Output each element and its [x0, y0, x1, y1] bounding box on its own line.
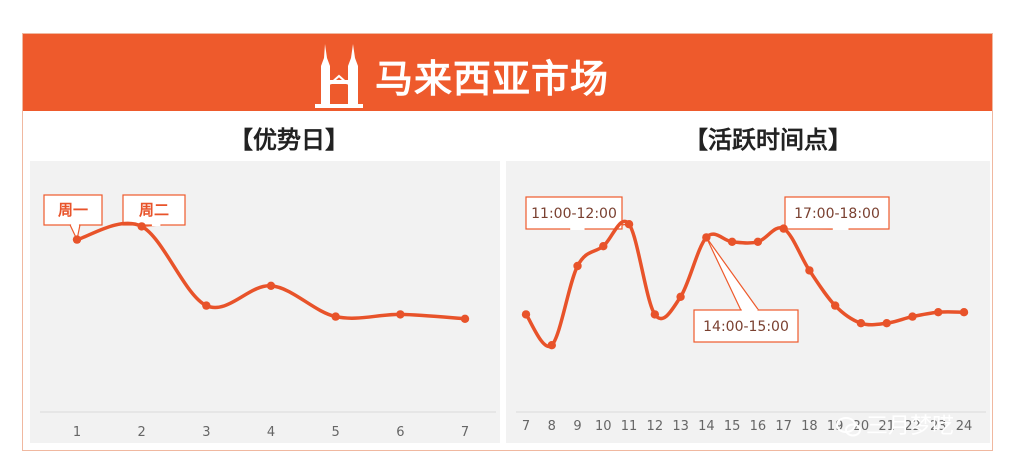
- data-point: [753, 237, 763, 246]
- x-tick-label: 9: [573, 419, 581, 434]
- x-tick-label: 7: [461, 425, 469, 440]
- data-point: [599, 242, 608, 251]
- data-point: [727, 237, 737, 246]
- data-point: [521, 310, 531, 319]
- banner-title: 马来西亚市场: [375, 57, 610, 101]
- callout-box: [525, 196, 623, 230]
- callout-box: [122, 194, 186, 226]
- callout-label: 17:00-18:00: [794, 206, 880, 222]
- data-point: [331, 312, 340, 321]
- x-tick-label: 7: [522, 419, 530, 434]
- x-tick-label: 18: [801, 419, 818, 434]
- x-tick-label: 21: [878, 419, 895, 434]
- x-tick-label: 20: [853, 419, 870, 434]
- data-point: [573, 261, 582, 271]
- callout-label: 周一: [58, 201, 88, 219]
- callout-box: [43, 194, 103, 226]
- data-point: [266, 281, 276, 290]
- data-point: [830, 301, 840, 310]
- data-point: [779, 224, 788, 233]
- x-tick-label: 1: [73, 425, 81, 440]
- x-tick-label: 11: [621, 419, 638, 434]
- x-tick-label: 4: [267, 425, 275, 440]
- watermark-text: 三月梦呓: [866, 414, 955, 439]
- x-tick-label: 6: [396, 425, 404, 440]
- data-point: [805, 266, 814, 275]
- x-tick-label: 2: [138, 425, 146, 440]
- data-point: [460, 314, 470, 323]
- data-point: [676, 292, 685, 301]
- data-point: [202, 301, 211, 310]
- x-tick-label: 23: [930, 419, 947, 434]
- watermark: 三月梦呓: [836, 408, 954, 440]
- x-tick-label: 5: [332, 425, 340, 440]
- x-tick-label: 12: [647, 419, 664, 434]
- data-point: [702, 233, 711, 242]
- data-point: [547, 341, 556, 350]
- x-tick-label: 8: [548, 419, 556, 434]
- callout-label: 14:00-15:00: [703, 319, 789, 335]
- x-tick-label: 10: [595, 419, 612, 434]
- data-point: [882, 319, 891, 328]
- data-point: [959, 308, 969, 317]
- callout-box: [784, 196, 890, 230]
- data-point: [137, 222, 146, 231]
- x-tick-label: 16: [750, 419, 767, 434]
- x-tick-label: 22: [904, 419, 921, 434]
- x-tick-label: 15: [724, 419, 741, 434]
- chat-bubble-icon: [836, 416, 862, 438]
- data-point: [72, 235, 82, 244]
- x-tick-label: 17: [775, 419, 792, 434]
- callout-label: 周二: [139, 201, 169, 219]
- data-point: [396, 310, 405, 319]
- x-tick-label: 14: [698, 419, 715, 434]
- right-chart-title: 【活跃时间点】: [684, 126, 852, 154]
- chart-panel-1: [30, 161, 500, 443]
- data-point: [856, 319, 866, 328]
- x-tick-label: 3: [202, 425, 210, 440]
- left-chart-title: 【优势日】: [229, 126, 349, 154]
- data-point: [908, 312, 917, 321]
- x-tick-label: 13: [672, 419, 689, 434]
- x-tick-label: 24: [956, 419, 973, 434]
- data-point: [624, 220, 634, 229]
- banner: 马来西亚市场: [23, 34, 992, 111]
- data-point: [650, 310, 660, 319]
- data-point: [934, 308, 943, 317]
- twin-towers-icon: [315, 44, 363, 108]
- callout-label: 11:00-12:00: [531, 206, 617, 222]
